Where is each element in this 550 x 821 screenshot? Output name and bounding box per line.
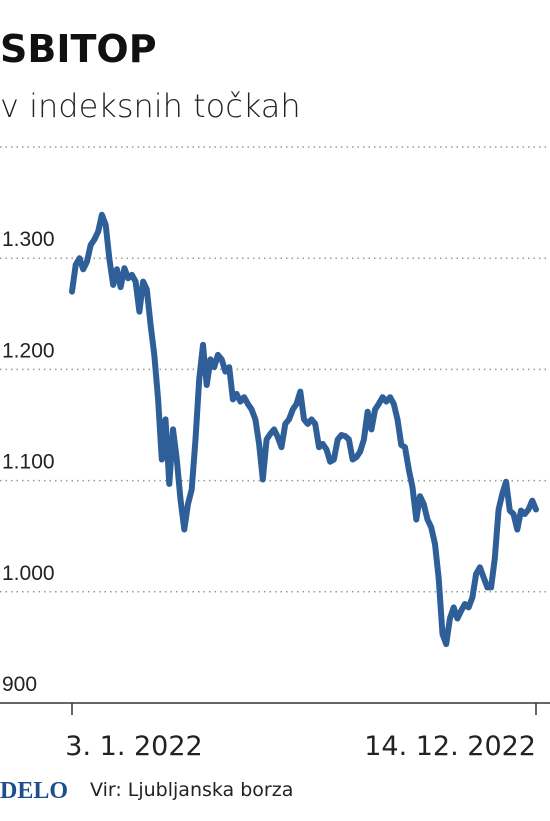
y-tick-label: 1.200 <box>2 339 55 362</box>
x-tick-label: 3. 1. 2022 <box>65 731 202 762</box>
line <box>69 211 539 648</box>
x-tick-label: 14. 12. 2022 <box>364 731 536 762</box>
chart-title: SBITOP <box>0 27 157 71</box>
y-tick-label: 900 <box>2 673 37 696</box>
y-tick-label: 1.300 <box>2 228 55 251</box>
source: Vir: Ljubljanska borza <box>90 779 293 801</box>
y-tick-label: 1.000 <box>2 562 55 585</box>
y-tick-label: 1.100 <box>2 451 55 474</box>
chart-subtitle: v indeksnih točkah <box>0 87 301 125</box>
logo: DELO <box>0 778 68 804</box>
